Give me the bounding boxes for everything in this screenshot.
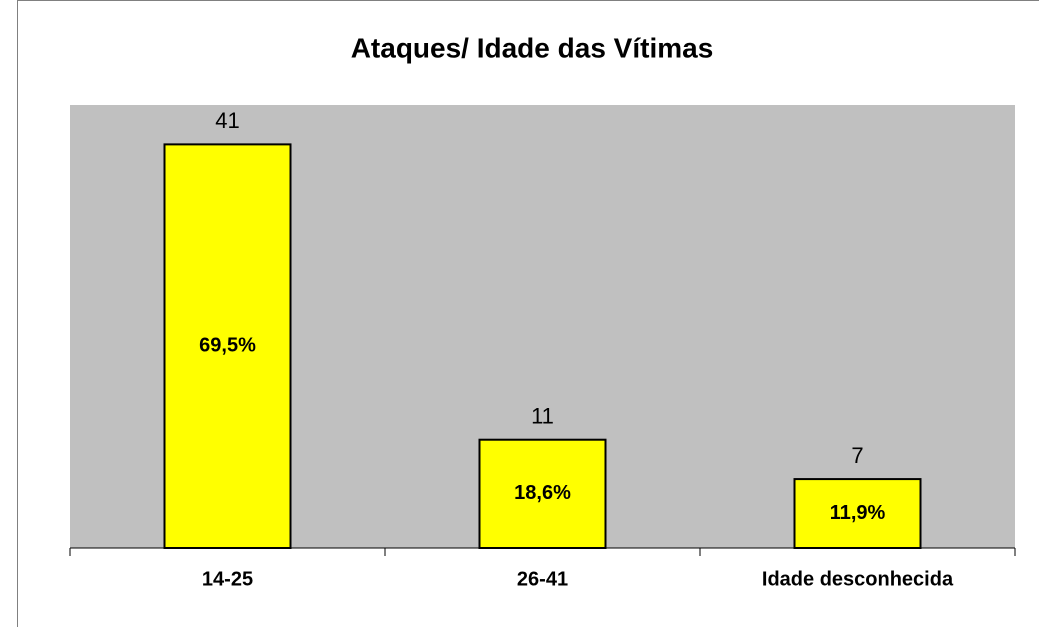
percent-label: 11,9% [830, 502, 886, 524]
bar [478, 438, 607, 550]
chart-title: Ataques/ Idade das Vítimas [351, 32, 714, 63]
value-label: 11 [531, 404, 554, 429]
x-tick-label: 26-41 [517, 568, 568, 590]
value-label: 7 [851, 443, 863, 468]
x-tick-label: Idade desconhecida [762, 568, 954, 590]
bar [793, 478, 922, 550]
percent-label: 69,5% [199, 334, 256, 356]
x-tick-label: 14-25 [202, 568, 253, 590]
value-label: 41 [215, 108, 239, 133]
bar [163, 143, 292, 549]
percent-label: 18,6% [514, 482, 571, 504]
